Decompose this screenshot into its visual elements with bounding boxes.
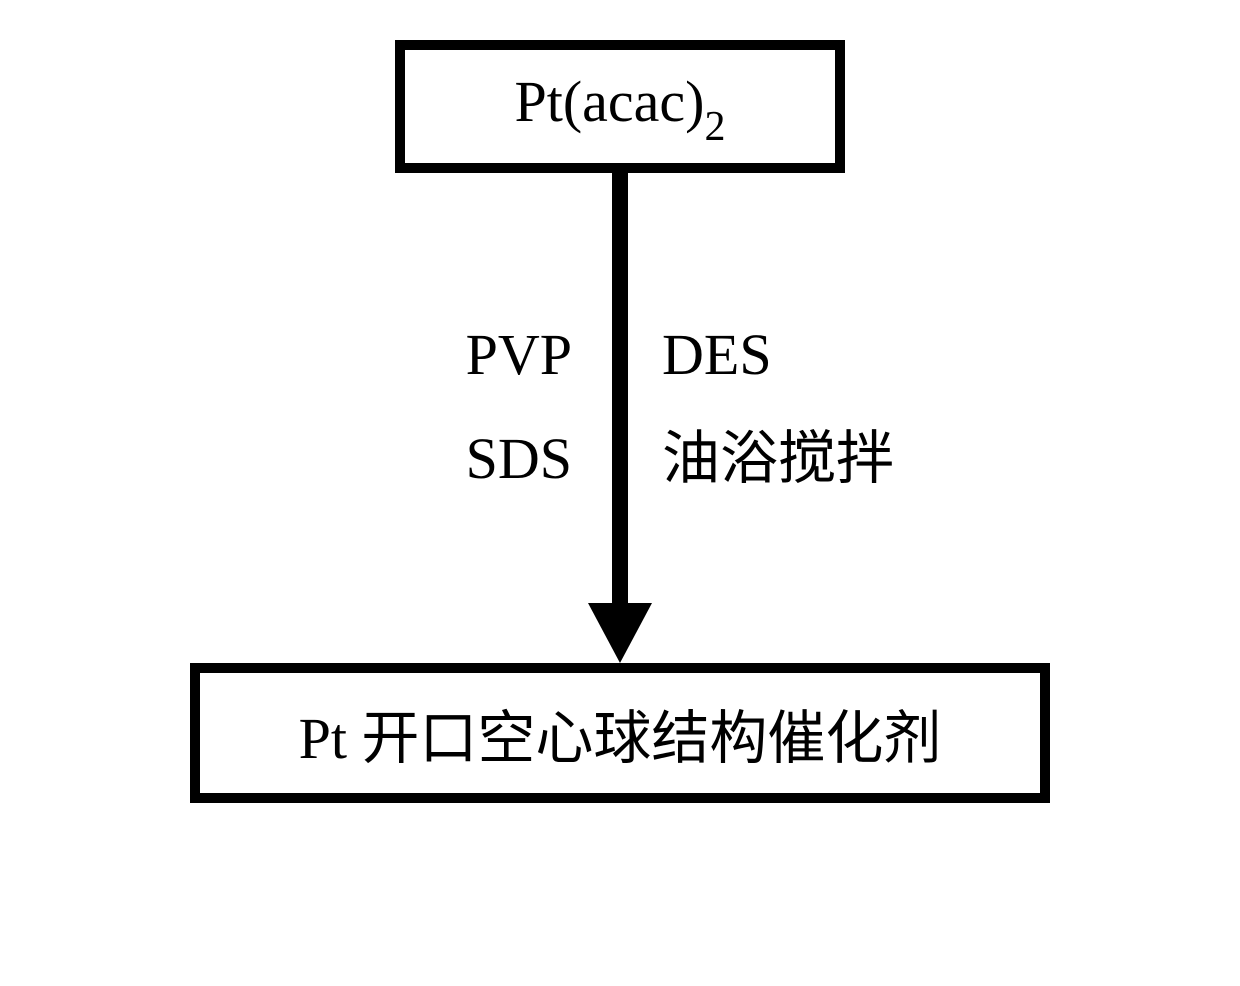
arrow-label-left: PVP SDS [466,303,572,512]
bottom-box-text: Pt 开口空心球结构催化剂 [299,691,942,775]
formula-base: Pt(acac) [515,69,705,134]
formula-subscript: 2 [704,104,725,150]
arrow-head-icon [588,603,652,663]
label-left-line2: SDS [466,407,572,511]
arrow-label-right: DES 油浴搅拌 [662,303,894,512]
bottom-box: Pt 开口空心球结构催化剂 [190,663,1050,803]
label-right-line2: 油浴搅拌 [662,407,894,511]
arrow-line [612,173,628,613]
label-left-line1: PVP [466,303,572,407]
label-right-line1: DES [662,303,894,407]
top-box-formula: Pt(acac)2 [515,68,726,145]
arrow-section: PVP SDS DES 油浴搅拌 [190,173,1050,663]
top-box: Pt(acac)2 [395,40,845,173]
